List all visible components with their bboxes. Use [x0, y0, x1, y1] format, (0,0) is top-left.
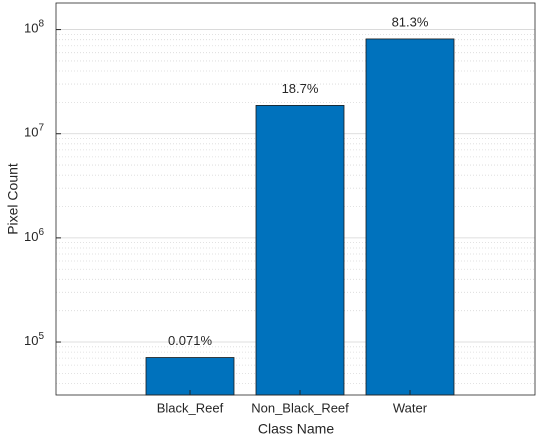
y-axis-label: Pixel Count: [5, 163, 21, 235]
y-tick-label: 106: [24, 227, 44, 245]
y-tick-label: 105: [24, 331, 44, 349]
bar: [145, 357, 235, 396]
bar: [255, 105, 345, 396]
bar-annotation: 81.3%: [392, 14, 429, 29]
x-tick-label: Water: [393, 400, 428, 415]
y-tick-label: 107: [24, 122, 44, 140]
bar-annotation: 0.071%: [168, 333, 213, 348]
x-tick-label: Black_Reef: [157, 400, 224, 415]
y-tick-label: 108: [24, 18, 44, 36]
plot-frame: [55, 2, 536, 396]
bar-annotation: 18.7%: [282, 81, 319, 96]
x-tick-label: Non_Black_Reef: [251, 400, 349, 415]
bar: [365, 38, 455, 396]
x-axis-label: Class Name: [258, 421, 334, 437]
